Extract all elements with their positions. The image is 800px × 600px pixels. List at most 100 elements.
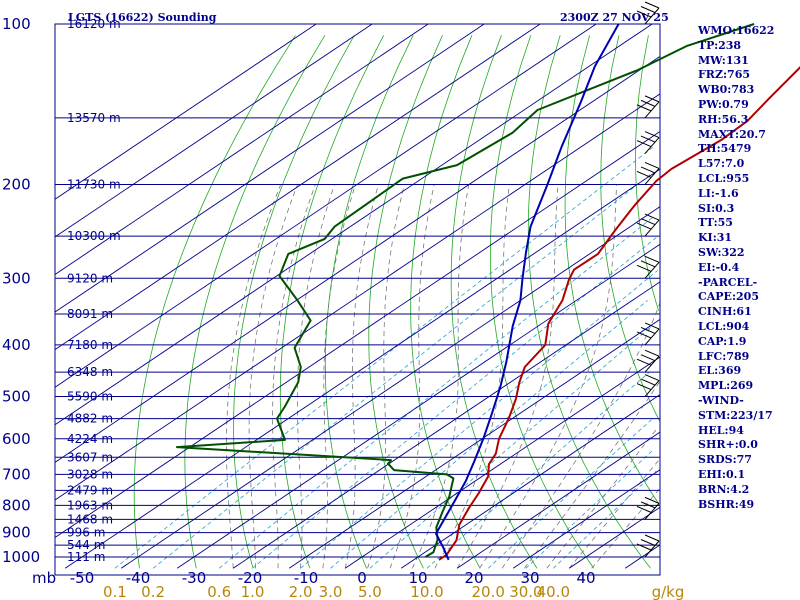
mixing-ratio-line [114, 146, 654, 569]
dry-adiabat [600, 35, 660, 421]
moist-adiabat [296, 184, 335, 569]
isotherm [120, 206, 661, 569]
temperature-tick-label: 10 [408, 569, 427, 587]
pressure-tick-label: 300 [2, 269, 31, 287]
wind-barb-feather [644, 534, 660, 542]
index-item: SI:0.3 [698, 201, 735, 215]
isotherm [54, 93, 661, 501]
index-item: WB0:783 [698, 83, 755, 97]
height-label: 13570 m [67, 111, 121, 125]
pressure-tick-label: 1000 [2, 548, 40, 566]
wind-barb-staff [644, 355, 660, 373]
wind-barb-feather [644, 374, 660, 382]
height-label: 10300 m [67, 229, 121, 243]
wind-barb-feather [640, 326, 656, 334]
height-label: 111 m [67, 550, 105, 564]
mixing-ratio-label: 1.0 [241, 583, 265, 600]
index-item: PW:0.79 [698, 97, 749, 111]
moist-adiabat [226, 184, 282, 569]
temperature-line [438, 66, 800, 561]
wind-barb-staff [644, 540, 660, 558]
plot-frame [54, 23, 661, 576]
wind-barb [636, 255, 660, 279]
wind-barb-feather [644, 161, 660, 169]
wind-barb-staff [644, 7, 660, 25]
wind-barb-feather [640, 354, 656, 362]
moist-adiabat [322, 184, 356, 569]
wind-barb-feather [644, 496, 660, 504]
height-label: 4882 m [67, 412, 113, 426]
isotherm [54, 23, 317, 200]
height-label: 3607 m [67, 450, 113, 464]
mixing-ratio-label: 20.0 [471, 583, 504, 600]
index-item: LFC:789 [698, 349, 750, 363]
wind-barb-feather [640, 378, 656, 386]
wind-barb [636, 1, 660, 25]
temperature-tick-label: 20 [464, 569, 483, 587]
wind-barbs [636, 1, 660, 558]
moist-adiabat [524, 381, 660, 569]
temperature-tick-label: 30 [520, 569, 539, 587]
index-item: HEL:94 [698, 423, 744, 437]
mixing-ratio-unit: g/kg [652, 583, 685, 600]
dry-adiabat [184, 35, 326, 569]
index-item: EHI:0.1 [698, 467, 746, 481]
index-item: MAXT:20.7 [698, 127, 766, 141]
isotherm [568, 506, 661, 569]
isotherm [54, 23, 597, 388]
moist-adiabat [344, 184, 379, 569]
wind-barb [636, 322, 660, 346]
mixing-ratio-label: 0.1 [103, 583, 127, 600]
chart-time: 2300Z 27 NOV 25 [560, 11, 669, 24]
mixing-ratio-label: 3.0 [319, 583, 343, 600]
temperature-tick-label: -50 [70, 569, 95, 587]
pressure-tick-label: 100 [2, 15, 31, 33]
index-item: EI:-0.4 [698, 260, 740, 274]
wind-barb-feather [636, 10, 652, 18]
isotherm [54, 55, 661, 463]
wind-barb [636, 534, 660, 558]
index-item: -WIND- [698, 393, 744, 407]
wind-barb-feather [640, 135, 656, 143]
wind-barb-feather [636, 104, 652, 112]
mixing-ratio-line [525, 449, 654, 569]
chart-series [175, 23, 800, 561]
temperature-tick-label: -10 [294, 569, 319, 587]
wind-barb-feather [636, 358, 652, 366]
temperature-tick-label: 40 [576, 569, 595, 587]
moist-adiabat [479, 184, 617, 569]
wind-barb-staff [644, 328, 660, 346]
index-item: LI:-1.6 [698, 186, 739, 200]
isotherm [232, 281, 661, 569]
wind-barb-feather [636, 222, 652, 230]
wind-barb-feather [644, 255, 660, 263]
wind-barb [636, 349, 660, 373]
mixing-ratio-label: 30.0 [509, 583, 542, 600]
wind-barb-staff [644, 380, 660, 397]
pressure-tick-label: 600 [2, 430, 31, 448]
wind-barb-feather [644, 95, 660, 103]
wind-barb-feather [640, 6, 656, 13]
index-item: KI:31 [698, 231, 733, 245]
mixing-ratio-line [252, 235, 659, 569]
height-label: 16120 m [67, 17, 121, 31]
index-item: SHR+:0.0 [698, 438, 758, 452]
moist-adiabat [272, 184, 316, 569]
index-item: BRN:4.2 [698, 482, 750, 496]
wind-barb-feather [640, 218, 656, 226]
index-item: EL:369 [698, 364, 742, 378]
mixing-ratio-label: 2.0 [289, 583, 313, 600]
index-panel: WMO:16622 TP:238 MW:131 FRZ:765 WB0:783 PW:0.… [698, 24, 798, 512]
chart-title: LGTS (16622) Sounding [68, 11, 217, 24]
index-item: MW:131 [698, 53, 749, 67]
moist-adiabat [412, 184, 470, 569]
index-item: CINH:61 [698, 305, 752, 319]
isotherm [176, 243, 661, 569]
height-label: 9120 m [67, 271, 113, 285]
index-item: TT:55 [698, 216, 733, 230]
height-label: 2479 m [67, 483, 113, 497]
mixing-ratio-label: 40.0 [537, 583, 570, 600]
wind-barb-feather [636, 383, 652, 391]
height-label: 544 m [67, 538, 105, 552]
